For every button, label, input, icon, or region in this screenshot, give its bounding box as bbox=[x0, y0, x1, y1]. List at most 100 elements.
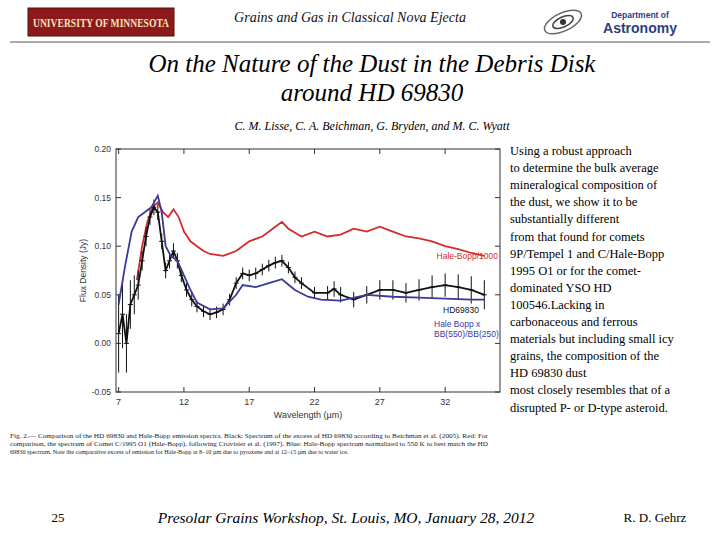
data-point bbox=[124, 343, 129, 344]
x-tick bbox=[314, 387, 315, 392]
data-point bbox=[189, 299, 194, 300]
x-tick bbox=[183, 387, 184, 392]
data-point bbox=[273, 262, 278, 263]
y-tick-label: -0.05 bbox=[92, 387, 112, 397]
department-name: Astronomy bbox=[603, 20, 677, 36]
x-tick-label: 7 bbox=[116, 397, 121, 407]
plot-area bbox=[116, 149, 500, 392]
slide-title: On the Nature of the Dust in the Debris … bbox=[149, 50, 597, 77]
y-tick bbox=[495, 246, 500, 247]
y-tick bbox=[495, 294, 500, 295]
data-point bbox=[234, 283, 239, 284]
university-logo bbox=[28, 8, 174, 36]
body-text: HD 69830 dust bbox=[510, 366, 587, 380]
data-point bbox=[469, 289, 474, 290]
body-text: 9P/Tempel 1 and C/Hale-Bopp bbox=[510, 247, 664, 261]
data-point bbox=[456, 287, 461, 288]
series-line bbox=[137, 202, 484, 280]
body-text: materials but including small icy bbox=[510, 332, 675, 346]
body-text: Using a robust approach bbox=[510, 144, 633, 158]
body-text: carbonaceous and ferrous bbox=[510, 315, 638, 329]
data-point bbox=[299, 283, 304, 284]
data-point bbox=[136, 285, 141, 286]
y-axis-label: Flux Density (Jy) bbox=[78, 239, 88, 302]
slide: UNIVERSITY OF MINNESOTAGrains and Gas in… bbox=[0, 0, 720, 540]
data-point bbox=[171, 251, 176, 252]
y-tick bbox=[495, 197, 500, 198]
data-point bbox=[443, 285, 448, 286]
data-point bbox=[159, 241, 164, 242]
data-point bbox=[128, 304, 133, 305]
series-line bbox=[119, 196, 485, 310]
plot-marks bbox=[116, 196, 487, 373]
body-text: the dust, we show it to be bbox=[510, 195, 638, 209]
data-point bbox=[247, 275, 252, 276]
figure-caption: comparison, the spectrum of Comet C/1995… bbox=[10, 440, 489, 448]
data-point bbox=[120, 314, 125, 315]
figure-caption: 69830 spectrum. Note the comparative exc… bbox=[10, 448, 349, 455]
y-tick bbox=[116, 246, 121, 247]
x-tick bbox=[445, 387, 446, 392]
data-point bbox=[286, 267, 291, 268]
series-line bbox=[119, 207, 485, 343]
astronomy-logo bbox=[541, 5, 585, 38]
data-point bbox=[312, 292, 317, 293]
footer: Presolar Grains Workshop, St. Louis, MO,… bbox=[157, 509, 535, 526]
data-point bbox=[332, 288, 337, 289]
y-tick bbox=[116, 197, 121, 198]
data-point bbox=[132, 294, 137, 295]
data-point bbox=[147, 217, 152, 218]
series bbox=[119, 196, 485, 310]
plot-frame bbox=[116, 149, 500, 392]
data-point bbox=[390, 289, 395, 290]
data-point bbox=[292, 277, 297, 278]
data-point bbox=[260, 269, 265, 270]
figure-caption: Fig. 2.— Comparison of the HD 69830 and … bbox=[10, 432, 488, 440]
series-label: Hale-Bopp/1000 bbox=[437, 251, 499, 261]
data-point bbox=[184, 289, 189, 290]
body-text: grains, the composition of the bbox=[510, 349, 659, 363]
x-tick bbox=[445, 149, 446, 154]
series-label: Hale Bopp xBB(550)/BB(250) bbox=[434, 319, 499, 339]
data-point bbox=[253, 273, 258, 274]
data-point bbox=[167, 260, 172, 261]
department-line: Department of bbox=[611, 10, 669, 20]
data-point bbox=[338, 294, 343, 295]
data-point bbox=[144, 236, 149, 237]
background bbox=[0, 0, 720, 540]
data-point bbox=[325, 292, 330, 293]
data-point bbox=[403, 292, 408, 293]
x-tick bbox=[379, 149, 380, 154]
x-tick bbox=[118, 387, 119, 392]
x-tick-label: 12 bbox=[179, 397, 189, 407]
body-text: 1995 O1 or for the comet- bbox=[510, 264, 641, 278]
x-axis-label: Wavelength (µm) bbox=[274, 410, 342, 420]
galaxy-arm bbox=[541, 5, 585, 38]
body-text: most closely resembles that of a bbox=[510, 383, 670, 397]
body-text: from that found for comets bbox=[510, 230, 645, 244]
data-point bbox=[377, 289, 382, 290]
header-rule bbox=[10, 42, 710, 43]
body-text: dominated YSO HD bbox=[510, 281, 612, 295]
data-point bbox=[240, 273, 245, 274]
x-tick bbox=[183, 149, 184, 154]
data-point bbox=[201, 311, 206, 312]
galaxy-core bbox=[560, 19, 566, 25]
data-point bbox=[208, 314, 213, 315]
body-text: substantially different bbox=[510, 212, 620, 226]
series bbox=[137, 202, 484, 280]
x-tick-label: 17 bbox=[244, 397, 254, 407]
y-tick-label: 0.05 bbox=[94, 290, 111, 300]
data-point bbox=[430, 287, 435, 288]
data-point bbox=[482, 294, 487, 295]
data-point bbox=[155, 212, 160, 213]
data-point bbox=[163, 270, 168, 271]
y-tick bbox=[495, 343, 500, 344]
body-text: 100546.Lacking in bbox=[510, 298, 605, 312]
x-tick bbox=[379, 387, 380, 392]
data-point bbox=[116, 333, 121, 334]
data-point bbox=[279, 260, 284, 261]
data-point bbox=[140, 260, 145, 261]
x-tick-label: 32 bbox=[440, 397, 450, 407]
series-label: HD69830 bbox=[443, 305, 479, 315]
